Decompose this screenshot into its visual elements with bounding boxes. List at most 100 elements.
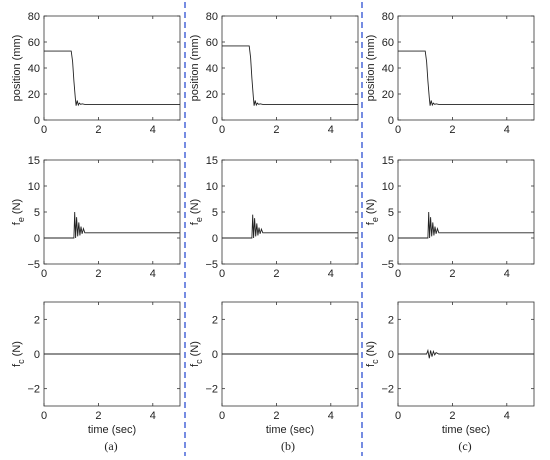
y-tick-label: 0 (212, 349, 218, 361)
axes-frame (397, 159, 535, 265)
y-tick-label: 5 (34, 207, 40, 219)
x-tick-label: 2 (273, 268, 279, 280)
x-tick-label: 0 (41, 124, 47, 136)
y-axis-label: fc (N) (189, 341, 204, 367)
y-axis-label: fe (N) (189, 199, 204, 225)
y-tick-label: 2 (212, 314, 218, 326)
y-tick-label: 10 (28, 181, 40, 193)
y-tick-label: 40 (206, 63, 218, 75)
y-tick-label: 20 (382, 89, 394, 101)
series-line (44, 211, 180, 239)
y-tick-label: 2 (34, 314, 40, 326)
y-tick-label: 0 (212, 233, 218, 245)
y-tick-label: 5 (388, 207, 394, 219)
x-tick-label: 0 (41, 410, 47, 422)
x-tick-label: 0 (395, 268, 401, 280)
y-tick-label: 80 (28, 11, 40, 23)
x-axis-label: time (sec) (266, 424, 314, 436)
y-tick-label: 40 (382, 63, 394, 75)
x-tick-label: 4 (328, 410, 334, 422)
x-tick-label: 0 (219, 124, 225, 136)
y-tick-label: 20 (28, 89, 40, 101)
series-line (398, 211, 534, 239)
y-axis-label: fc (N) (11, 341, 26, 367)
y-tick-label: 0 (388, 115, 394, 127)
y-tick-label: −2 (27, 384, 40, 396)
y-tick-label: 5 (212, 207, 218, 219)
y-axis-label: position (mm) (11, 35, 23, 102)
column-label-b: (b) (281, 439, 295, 453)
y-tick-label: 15 (382, 155, 394, 167)
y-tick-label: 60 (382, 37, 394, 49)
x-tick-label: 2 (95, 268, 101, 280)
x-tick-label: 0 (395, 124, 401, 136)
panel-c-row3: 0 2 4 −2 0 2 fc (N) time (sec) (365, 301, 535, 436)
y-tick-label: 20 (206, 89, 218, 101)
y-tick-label: −5 (381, 259, 394, 271)
x-tick-label: 2 (449, 124, 455, 136)
axes-frame (43, 159, 181, 265)
y-tick-label: 80 (206, 11, 218, 23)
y-tick-label: 0 (34, 349, 40, 361)
x-tick-label: 4 (150, 124, 156, 136)
x-tick-label: 2 (95, 124, 101, 136)
series-line (222, 214, 358, 239)
x-tick-label: 0 (395, 410, 401, 422)
y-tick-label: 60 (206, 37, 218, 49)
y-tick-label: 0 (34, 233, 40, 245)
x-tick-label: 2 (273, 124, 279, 136)
x-tick-label: 4 (150, 410, 156, 422)
x-tick-label: 2 (95, 410, 101, 422)
panel-b-row3: 0 2 4 −2 0 2 fc (N) time (sec) (189, 301, 359, 436)
y-tick-label: 0 (388, 349, 394, 361)
y-tick-label: 2 (388, 314, 394, 326)
series-line (44, 50, 180, 107)
y-tick-label: −5 (27, 259, 40, 271)
y-tick-label: −5 (205, 259, 218, 271)
x-tick-label: 4 (504, 124, 510, 136)
y-tick-label: 0 (388, 233, 394, 245)
y-axis-label: position (mm) (189, 35, 201, 102)
series-line (398, 348, 534, 359)
panel-a-row3: 0 2 4 −2 0 2 fc (N) time (sec) (11, 301, 181, 436)
x-tick-label: 4 (328, 124, 334, 136)
x-tick-label: 0 (219, 268, 225, 280)
x-tick-label: 2 (449, 410, 455, 422)
column-label-a: (a) (104, 439, 117, 453)
x-axis-label: time (sec) (88, 424, 136, 436)
y-tick-label: 60 (28, 37, 40, 49)
y-axis-label: fc (N) (365, 341, 380, 367)
series-line (398, 50, 534, 107)
y-axis-label: position (mm) (365, 35, 377, 102)
series-line (222, 45, 358, 107)
axes-frame (221, 159, 359, 265)
x-tick-label: 4 (328, 268, 334, 280)
y-tick-label: −2 (381, 384, 394, 396)
x-tick-label: 0 (41, 268, 47, 280)
x-tick-label: 2 (449, 268, 455, 280)
x-tick-label: 4 (504, 410, 510, 422)
column-label-c: (c) (458, 439, 471, 453)
y-tick-label: −2 (205, 384, 218, 396)
y-tick-label: 15 (206, 155, 218, 167)
y-tick-label: 0 (212, 115, 218, 127)
x-tick-label: 4 (150, 268, 156, 280)
y-axis-label: fe (N) (365, 199, 380, 225)
x-tick-label: 4 (504, 268, 510, 280)
x-tick-label: 0 (219, 410, 225, 422)
y-tick-label: 80 (382, 11, 394, 23)
y-tick-label: 0 (34, 115, 40, 127)
y-tick-label: 15 (28, 155, 40, 167)
y-axis-label: fe (N) (11, 199, 26, 225)
y-tick-label: 10 (382, 181, 394, 193)
y-tick-label: 40 (28, 63, 40, 75)
x-tick-label: 2 (273, 410, 279, 422)
